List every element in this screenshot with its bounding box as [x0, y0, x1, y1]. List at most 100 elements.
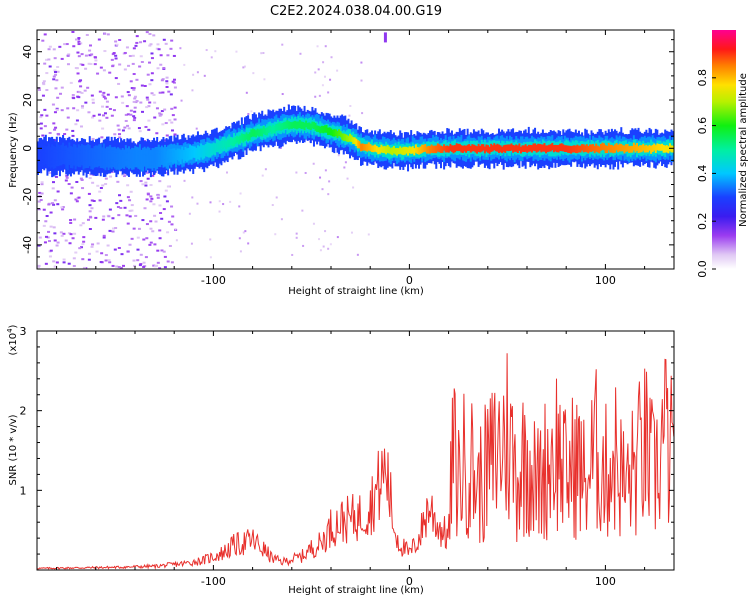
heatmap-cell — [44, 220, 48, 223]
heatmap-cell — [367, 233, 370, 236]
heatmap-cell — [192, 148, 195, 157]
heatmap-cell — [173, 106, 177, 109]
heatmap-cell — [248, 132, 251, 141]
heatmap-cell — [69, 221, 73, 224]
heatmap-cell — [134, 101, 138, 104]
heatmap-cell — [153, 243, 157, 246]
heatmap-cell — [151, 230, 155, 233]
heatmap-cell — [126, 91, 130, 94]
heatmap-cell — [263, 78, 266, 81]
heatmap-cell — [145, 223, 149, 226]
heatmap-cell — [72, 45, 76, 48]
heatmap-cell — [104, 259, 108, 262]
heatmap-cell — [174, 228, 177, 231]
heatmap-cell — [73, 218, 77, 221]
heatmap-cell — [115, 43, 119, 46]
snr-y-multiplier-exp: 4 — [6, 328, 14, 333]
heatmap-cell — [276, 123, 279, 131]
heatmap-cell — [264, 128, 267, 136]
heatmap-cell — [195, 149, 198, 158]
heatmap-cell — [170, 205, 174, 208]
heatmap-cell — [609, 144, 612, 153]
snr-x-axis-label: Height of straight line (km) — [288, 585, 424, 596]
heatmap-cell — [89, 63, 93, 66]
heatmap-cell — [118, 39, 122, 42]
heatmap-cell — [54, 126, 58, 129]
heatmap-cell — [114, 54, 118, 57]
heatmap-cell — [135, 41, 139, 44]
heatmap-cell — [441, 146, 444, 153]
heatmap-cell — [103, 97, 107, 100]
heatmap-cell — [92, 114, 96, 117]
heatmap-cell — [309, 123, 312, 131]
heatmap-cell — [457, 143, 460, 152]
heatmap-cell — [37, 266, 41, 269]
heatmap-cell — [132, 115, 136, 118]
heatmap-cell — [505, 144, 508, 151]
heatmap-cell — [139, 262, 143, 265]
heatmap-cell — [239, 250, 242, 253]
x-tick-label: 0 — [406, 575, 413, 588]
heatmap-cell — [121, 155, 124, 163]
heatmap-cell — [493, 143, 496, 151]
heatmap-cell — [110, 114, 114, 117]
heatmap-cell — [391, 147, 394, 156]
heatmap-cell — [323, 125, 326, 133]
heatmap-cell — [140, 61, 144, 64]
heatmap-cell — [162, 67, 166, 70]
heatmap-cell — [482, 144, 485, 151]
heatmap-cell — [99, 187, 103, 190]
x-tick-label: 0 — [406, 274, 413, 287]
heatmap-cell — [156, 153, 159, 161]
heatmap-cell — [479, 145, 482, 153]
heatmap-cell — [80, 178, 84, 181]
heatmap-cell — [88, 228, 92, 231]
heatmap-cell — [79, 177, 83, 180]
heatmap-cell — [135, 152, 138, 161]
heatmap-cell — [374, 144, 377, 152]
heatmap-cell — [209, 256, 212, 259]
heatmap-cell — [77, 40, 81, 43]
heatmap-cell — [61, 208, 65, 211]
heatmap-cell — [566, 145, 569, 153]
heatmap-cell — [93, 63, 97, 66]
heatmap-cell — [164, 122, 168, 125]
heatmap-cell — [526, 146, 529, 153]
heatmap-cell — [157, 153, 160, 162]
heatmap-cell — [646, 146, 649, 153]
heatmap-cell — [47, 230, 51, 233]
heatmap-cell — [149, 200, 153, 203]
heatmap-cell — [136, 236, 140, 239]
heatmap-cell — [181, 151, 184, 159]
heatmap-cell — [581, 144, 584, 151]
heatmap-cell — [74, 151, 77, 159]
heatmap-cell — [590, 144, 593, 152]
heatmap-cell — [81, 105, 85, 108]
heatmap-cell — [101, 218, 105, 221]
heatmap-cell — [163, 108, 167, 111]
colorbar-tick-label: 0.0 — [696, 260, 709, 278]
heatmap-cell — [114, 227, 118, 230]
heatmap-cell — [321, 84, 324, 87]
heatmap-cell — [97, 38, 101, 41]
heatmap-cell — [101, 114, 105, 117]
heatmap-cell — [160, 79, 164, 82]
heatmap-cell — [330, 56, 333, 59]
heatmap-cell — [621, 145, 624, 152]
snr-y-axis-label: SNR (10 * v/v) — [8, 414, 19, 485]
heatmap-cell — [148, 61, 152, 64]
heatmap-cell — [149, 195, 153, 198]
heatmap-cell — [126, 250, 130, 253]
heatmap-cell — [52, 226, 56, 229]
heatmap-cell — [629, 145, 632, 153]
heatmap-cell — [240, 133, 243, 141]
heatmap-cell — [53, 232, 57, 235]
heatmap-cell — [138, 130, 142, 133]
heatmap-cell — [259, 128, 262, 137]
heatmap-cell — [141, 219, 145, 222]
heatmap-cell — [43, 108, 47, 111]
heatmap-cell — [143, 40, 147, 43]
heatmap-cell — [279, 146, 282, 149]
heatmap-cell — [53, 139, 57, 142]
heatmap-cell — [67, 262, 71, 265]
